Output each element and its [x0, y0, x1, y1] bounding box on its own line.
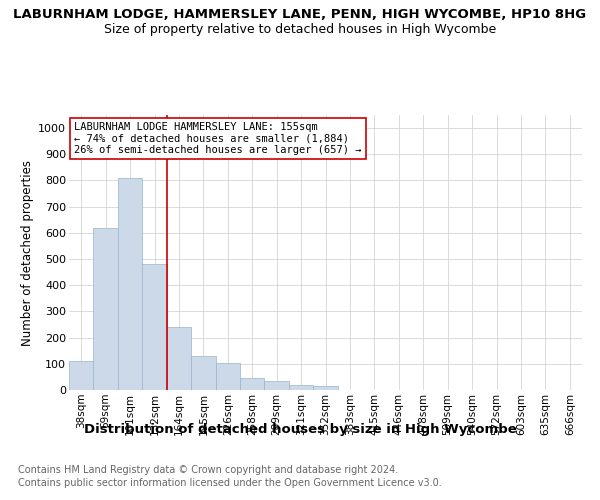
Text: Size of property relative to detached houses in High Wycombe: Size of property relative to detached ho…: [104, 22, 496, 36]
Bar: [142, 264, 167, 390]
Text: Contains public sector information licensed under the Open Government Licence v3: Contains public sector information licen…: [18, 478, 442, 488]
Bar: [215, 362, 240, 390]
Bar: [167, 327, 191, 390]
Bar: [94, 228, 118, 390]
Text: Contains HM Land Registry data © Crown copyright and database right 2024.: Contains HM Land Registry data © Crown c…: [18, 465, 398, 475]
Text: LABURNHAM LODGE, HAMMERSLEY LANE, PENN, HIGH WYCOMBE, HP10 8HG: LABURNHAM LODGE, HAMMERSLEY LANE, PENN, …: [13, 8, 587, 20]
Bar: [69, 361, 94, 390]
Bar: [289, 385, 313, 390]
Bar: [313, 386, 338, 390]
Bar: [118, 178, 142, 390]
Text: Distribution of detached houses by size in High Wycombe: Distribution of detached houses by size …: [83, 422, 517, 436]
Bar: [240, 378, 265, 390]
Bar: [191, 356, 215, 390]
Bar: [265, 381, 289, 390]
Text: LABURNHAM LODGE HAMMERSLEY LANE: 155sqm
← 74% of detached houses are smaller (1,: LABURNHAM LODGE HAMMERSLEY LANE: 155sqm …: [74, 122, 362, 155]
Y-axis label: Number of detached properties: Number of detached properties: [21, 160, 34, 346]
